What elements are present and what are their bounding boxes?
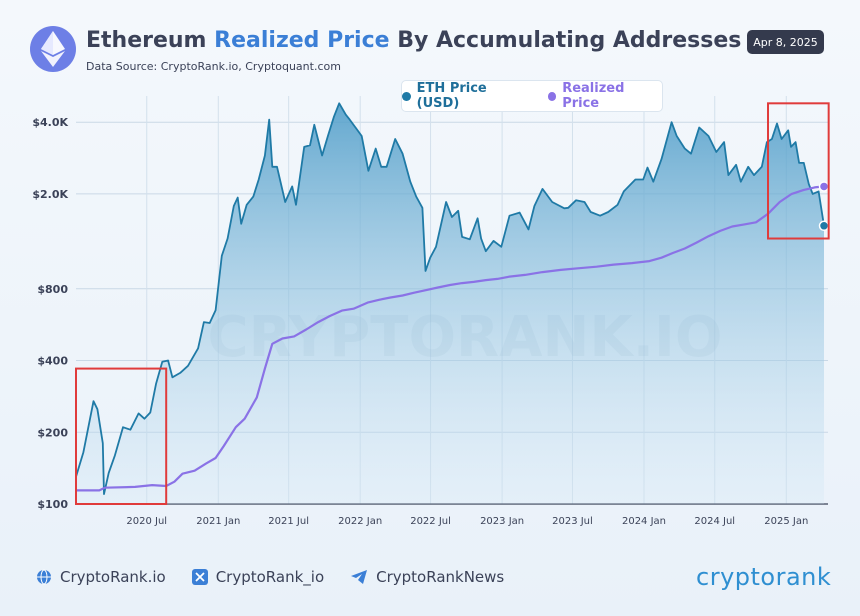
data-source: Data Source: CryptoRank.io, Cryptoquant.…	[86, 60, 341, 73]
eth-price-line	[75, 102, 825, 495]
globe-icon	[37, 569, 51, 585]
x-tick-label: 2020 Jul	[126, 516, 167, 527]
y-tick-label: $4.0K	[32, 116, 68, 129]
x-tick-label: 2024 Jan	[622, 516, 666, 527]
x-tick-label: 2024 Jul	[694, 516, 735, 527]
y-tick-label: $2.0K	[32, 188, 68, 201]
date-badge: Apr 8, 2025	[747, 30, 824, 54]
legend-dot-realized	[547, 91, 557, 101]
x-tick-label: 2023 Jul	[552, 516, 593, 527]
highlight-box-2	[767, 102, 830, 240]
ethereum-logo	[30, 26, 76, 72]
footer-x[interactable]: CryptoRank_io	[191, 568, 325, 586]
x-tick-label: 2022 Jan	[338, 516, 382, 527]
realized-price-line	[76, 185, 825, 492]
legend-label-realized: Realized Price	[562, 81, 625, 111]
footer-telegram[interactable]: CryptoRankNews	[350, 568, 504, 586]
legend-item-realized: Realized Price	[547, 81, 662, 111]
footer-x-label: CryptoRank_io	[215, 568, 325, 586]
brand-logo: cryptorank	[696, 563, 832, 591]
y-tick-label: $400	[37, 355, 68, 368]
footer-links: CryptoRank.io CryptoRank_io CryptoRankNe…	[36, 568, 504, 586]
x-tick-label: 2025 Jan	[764, 516, 808, 527]
telegram-icon	[351, 570, 368, 584]
y-tick-label: $800	[37, 283, 68, 296]
page-title: Ethereum Realized Price By Accumulating …	[86, 28, 742, 53]
footer-telegram-label: CryptoRankNews	[376, 568, 505, 586]
legend-dot-eth	[402, 91, 411, 101]
y-tick-label: $100	[37, 498, 68, 511]
x-icon	[191, 569, 208, 585]
y-tick-label: $200	[37, 426, 68, 439]
highlight-box-1	[75, 367, 168, 505]
legend-label-eth: ETH Price (USD)	[416, 81, 487, 111]
legend-item-eth: ETH Price (USD)	[402, 81, 530, 111]
eth-price-end-dot	[818, 220, 830, 232]
footer-website[interactable]: CryptoRank.io	[36, 568, 166, 586]
ethereum-icon	[41, 31, 65, 67]
x-tick-label: 2021 Jan	[196, 516, 240, 527]
x-tick-label: 2022 Jul	[410, 516, 451, 527]
footer-website-label: CryptoRank.io	[60, 568, 166, 586]
realized-price-end-dot	[818, 181, 830, 192]
eth-price-area	[76, 103, 824, 505]
x-tick-label: 2023 Jan	[480, 516, 524, 527]
x-tick-label: 2021 Jul	[268, 516, 309, 527]
chart-legend: ETH Price (USD) Realized Price	[401, 80, 663, 112]
